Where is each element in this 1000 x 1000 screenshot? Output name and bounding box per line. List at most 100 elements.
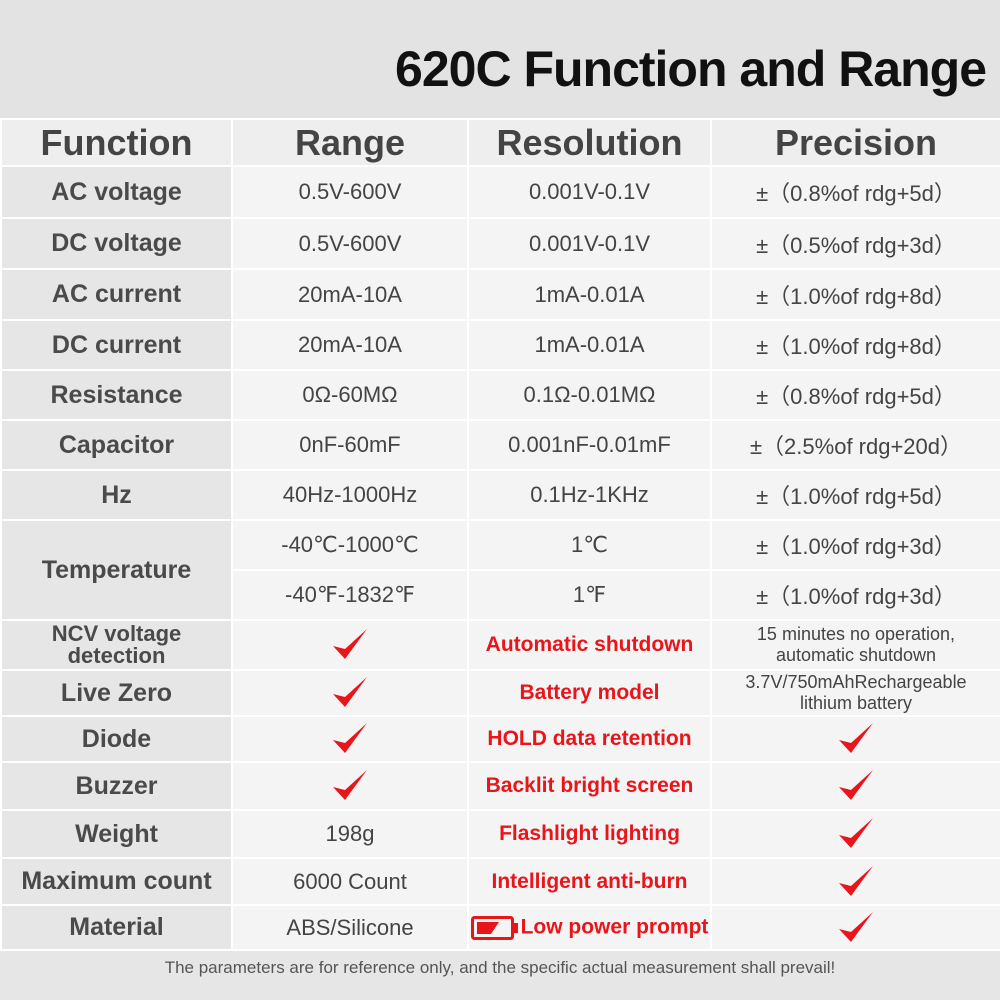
function-line: NCV voltage (51, 621, 182, 646)
resolution-cell: 0.001V-0.1V (467, 217, 712, 270)
detail-cell (710, 715, 1000, 763)
header-precision: Precision (710, 118, 1000, 167)
feature-cell: HOLD data retention (467, 715, 712, 763)
feature-row: Diode HOLD data retention (0, 715, 1000, 763)
header-function: Function (0, 118, 233, 167)
support-cell (231, 619, 469, 671)
table-row: AC voltage 0.5V-600V 0.001V-0.1V ±（0.8%o… (0, 165, 1000, 219)
range-cell: 20mA-10A (231, 319, 469, 371)
check-icon (333, 723, 367, 753)
function-cell-temperature: Temperature (0, 519, 233, 621)
function-cell: Hz (0, 469, 233, 521)
resolution-cell: 1mA-0.01A (467, 268, 712, 321)
resolution-cell: 0.001V-0.1V (467, 165, 712, 219)
precision-cell: ±（1.0%of rdg+8d） (710, 268, 1000, 321)
precision-cell: ±（1.0%of rdg+5d） (710, 469, 1000, 521)
feature-row: Buzzer Backlit bright screen (0, 761, 1000, 811)
support-cell (231, 761, 469, 811)
precision-cell: ±（2.5%of rdg+20d） (710, 419, 1000, 471)
range-cell: 40Hz-1000Hz (231, 469, 469, 521)
precision-cell: ±（1.0%of rdg+3d） (710, 569, 1000, 621)
detail-line: 3.7V/750mAhRechargeable (745, 672, 967, 693)
check-icon (839, 723, 873, 753)
table-row: DC current 20mA-10A 1mA-0.01A ±（1.0%of r… (0, 319, 1000, 371)
precision-cell: ±（1.0%of rdg+8d） (710, 319, 1000, 371)
table-row: Hz 40Hz-1000Hz 0.1Hz-1KHz ±（1.0%of rdg+5… (0, 469, 1000, 521)
feature-cell: Low power prompt (467, 904, 712, 951)
table-row: DC voltage 0.5V-600V 0.001V-0.1V ±（0.5%o… (0, 217, 1000, 270)
detail-cell (710, 761, 1000, 811)
support-cell (231, 669, 469, 717)
feature-cell: Flashlight lighting (467, 809, 712, 859)
feature-cell: Intelligent anti-burn (467, 857, 712, 906)
range-cell: 0nF-60mF (231, 419, 469, 471)
detail-cell: 3.7V/750mAhRechargeable lithium battery (710, 669, 1000, 717)
resolution-cell: 1mA-0.01A (467, 319, 712, 371)
feature-cell: Battery model (467, 669, 712, 717)
function-cell: Buzzer (0, 761, 233, 811)
function-cell: Capacitor (0, 419, 233, 471)
range-cell: 0.5V-600V (231, 217, 469, 270)
function-cell: DC current (0, 319, 233, 371)
resolution-cell: 1℃ (467, 519, 712, 571)
spec-table: Function Range Resolution Precision AC v… (0, 118, 1000, 951)
precision-cell: ±（0.5%of rdg+3d） (710, 217, 1000, 270)
feature-row: Maximum count 6000 Count Intelligent ant… (0, 857, 1000, 906)
check-icon (839, 865, 873, 896)
check-icon (333, 770, 367, 800)
feature-row: Material ABS/Silicone Low power prompt (0, 904, 1000, 951)
range-cell: 0.5V-600V (231, 165, 469, 219)
header-resolution: Resolution (467, 118, 712, 167)
function-cell: Live Zero (0, 669, 233, 717)
detail-cell (710, 857, 1000, 906)
table-row-temperature-f: -40℉-1832℉ 1℉ ±（1.0%of rdg+3d） (1, 569, 1000, 621)
range-cell: 198g (231, 809, 469, 859)
footer-note: The parameters are for reference only, a… (164, 958, 836, 977)
function-cell: AC voltage (0, 165, 233, 219)
feature-row: Live Zero Battery model 3.7V/750mAhRecha… (0, 669, 1000, 717)
page-title: 620C Function and Range (395, 41, 987, 97)
function-cell: Resistance (0, 369, 233, 421)
feature-row: Weight 198g Flashlight lighting (0, 809, 1000, 859)
header-band (0, 0, 1000, 118)
check-icon (333, 629, 367, 659)
feature-row: NCV voltage detection Automatic shutdown… (0, 619, 1000, 671)
table-row: Resistance 0Ω-60MΩ 0.1Ω-0.01MΩ ±（0.8%of … (0, 369, 1000, 421)
header-range: Range (231, 118, 469, 167)
table-row: Capacitor 0nF-60mF 0.001nF-0.01mF ±（2.5%… (0, 419, 1000, 471)
range-cell: -40℃-1000℃ (231, 519, 469, 571)
feature-label: Low power prompt (520, 915, 709, 939)
range-cell: -40℉-1832℉ (231, 569, 469, 621)
check-icon (839, 770, 873, 800)
check-icon (333, 677, 367, 707)
precision-cell: ±（1.0%of rdg+3d） (710, 519, 1000, 571)
detail-line: automatic shutdown (775, 645, 937, 665)
function-cell: Diode (0, 715, 233, 763)
table-row-temperature-c: Temperature -40℃-1000℃ 1℃ ±（1.0%of rdg+3… (0, 519, 1000, 621)
range-cell: 20mA-10A (231, 268, 469, 321)
function-cell: Material (0, 904, 233, 951)
range-cell: ABS/Silicone (231, 904, 469, 951)
detail-cell: 15 minutes no operation, automatic shutd… (710, 619, 1000, 671)
feature-cell: Automatic shutdown (467, 619, 712, 671)
function-cell: DC voltage (0, 217, 233, 270)
precision-cell: ±（0.8%of rdg+5d） (710, 369, 1000, 421)
detail-cell (710, 809, 1000, 859)
resolution-cell: 1℉ (467, 569, 712, 621)
support-cell (231, 715, 469, 763)
battery-low-icon (470, 915, 518, 940)
precision-cell: ±（0.8%of rdg+5d） (710, 165, 1000, 219)
check-icon (839, 911, 873, 942)
detail-cell (710, 904, 1000, 951)
function-cell: NCV voltage detection (0, 619, 233, 671)
feature-cell: Backlit bright screen (467, 761, 712, 811)
function-cell: Maximum count (0, 857, 233, 906)
range-cell: 6000 Count (231, 857, 469, 906)
resolution-cell: 0.1Ω-0.01MΩ (467, 369, 712, 421)
range-cell: 0Ω-60MΩ (231, 369, 469, 421)
resolution-cell: 0.1Hz-1KHz (467, 469, 712, 521)
function-line: detection (67, 643, 166, 668)
table-header-row: Function Range Resolution Precision (0, 118, 1000, 167)
detail-line: lithium battery (799, 693, 913, 713)
check-icon (839, 818, 873, 848)
